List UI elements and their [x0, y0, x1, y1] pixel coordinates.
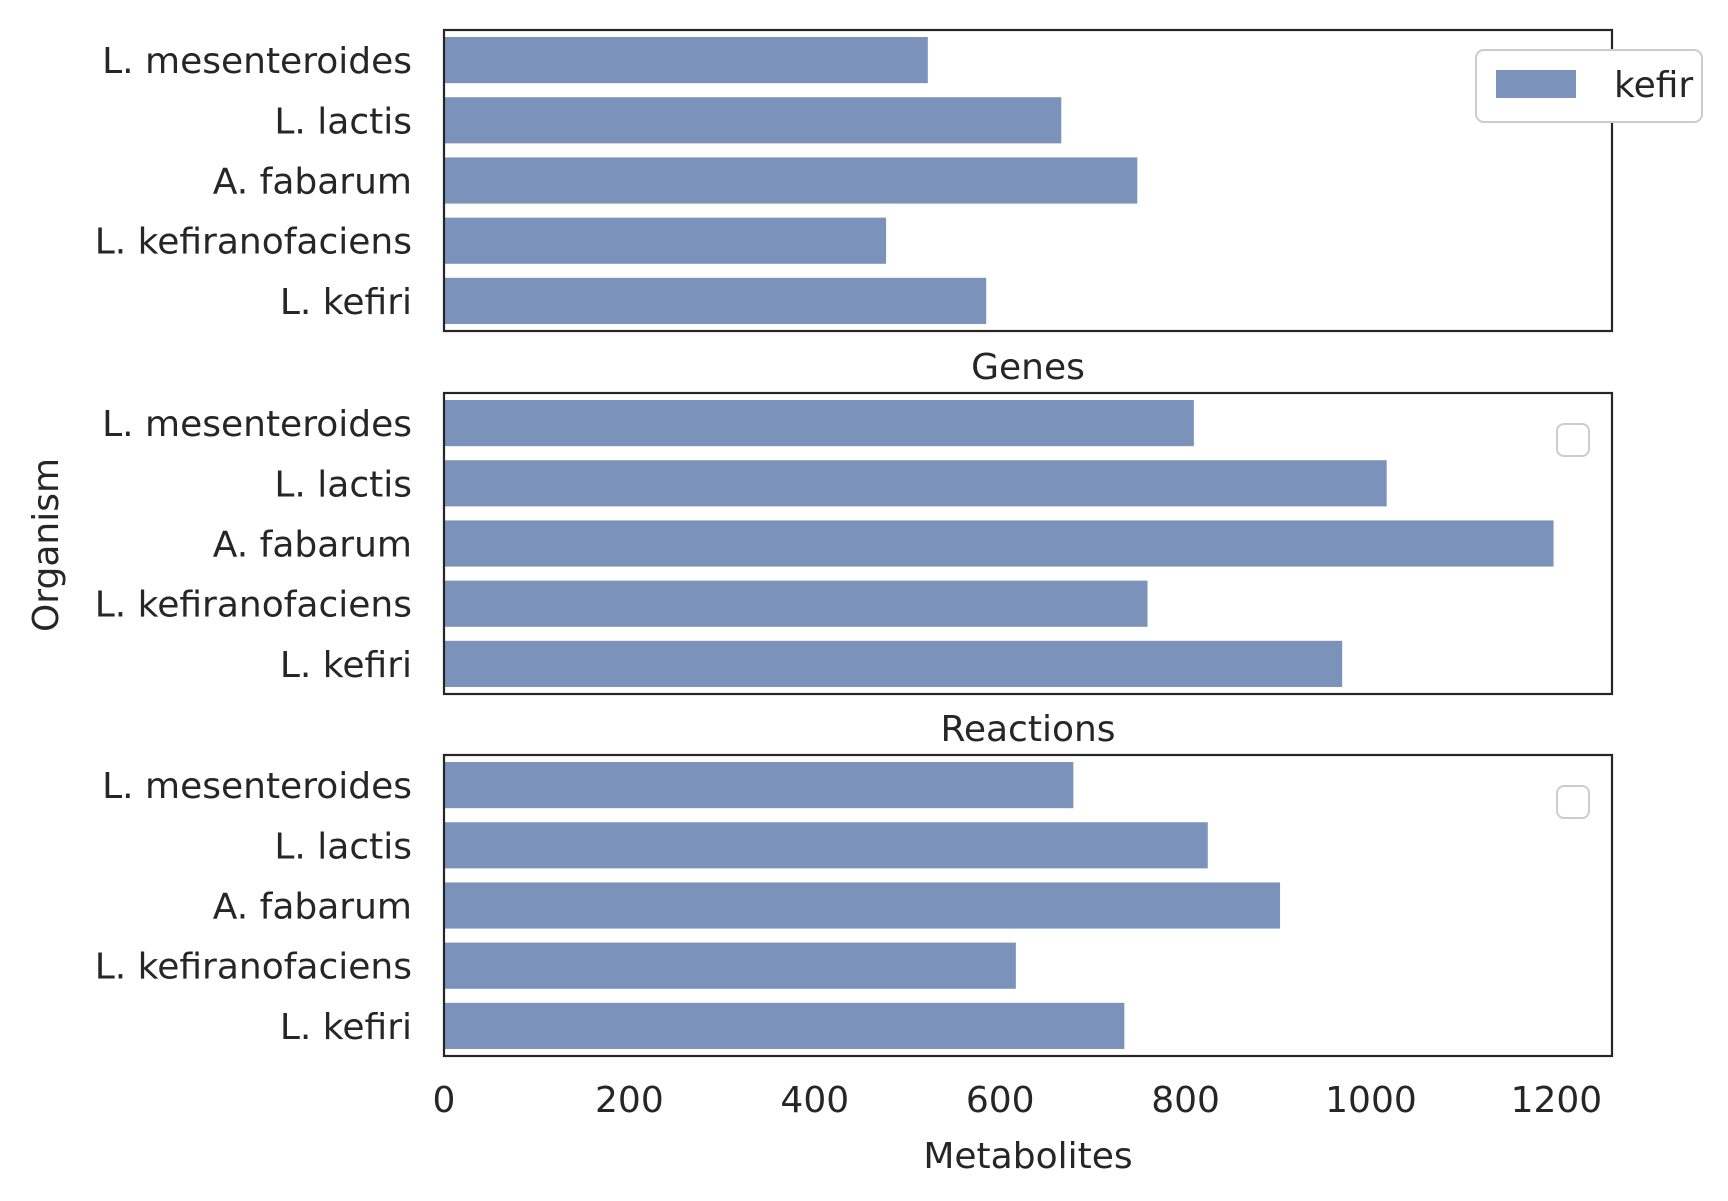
- legend-swatch: [1496, 70, 1576, 98]
- x-tick-label: 600: [966, 1080, 1035, 1121]
- bar-1: [443, 760, 1076, 811]
- y-tick-label: L. kefiranofaciens: [95, 947, 412, 988]
- x-tick-label: 800: [1151, 1080, 1220, 1121]
- panel-frame: [442, 28, 1614, 333]
- bar-5: [443, 638, 1345, 689]
- x-tick-label: 0: [433, 1080, 456, 1121]
- legend-box-empty: [1556, 423, 1590, 457]
- bar-3: [443, 518, 1556, 569]
- bar-2: [443, 458, 1389, 509]
- bar-1: [443, 398, 1196, 449]
- y-tick-label: L. kefiri: [280, 1007, 412, 1048]
- y-tick-label: A. fabarum: [213, 525, 412, 566]
- panels-group: L. mesenteroides L. lactis A. fabarum L. ke…: [95, 28, 1703, 1121]
- legend-label: kefir: [1614, 65, 1693, 106]
- panel-title: Genes: [971, 347, 1085, 388]
- y-tick-label: A. fabarum: [213, 162, 412, 203]
- y-tick-label: L. lactis: [274, 826, 412, 867]
- y-tick-label: L. kefiranofaciens: [95, 222, 412, 263]
- x-tick-label: 1000: [1325, 1080, 1417, 1121]
- y-axis-label: Organism: [26, 458, 67, 632]
- panel-1: L. mesenteroides L. lactis A. fabarum L. ke…: [95, 28, 1703, 333]
- y-tick-label: L. mesenteroides: [102, 404, 412, 445]
- panel-2: Genes L. mesenteroides L. lactis A. fabarum…: [95, 347, 1614, 696]
- x-tick-label: 400: [780, 1080, 849, 1121]
- bar-1: [443, 35, 930, 86]
- bar-3: [443, 155, 1140, 206]
- y-tick-label: L. lactis: [274, 101, 412, 142]
- panel-frame: [442, 391, 1614, 696]
- panel-3: Reactions L. mesenteroides L. lactis A. fab…: [95, 709, 1614, 1058]
- x-tick-label: 1200: [1511, 1080, 1603, 1121]
- x-tick-label: 200: [595, 1080, 664, 1121]
- bar-3: [443, 880, 1283, 931]
- y-tick-label: L. mesenteroides: [102, 766, 412, 807]
- y-tick-label: A. fabarum: [213, 887, 412, 928]
- legend-box-empty: [1556, 785, 1590, 819]
- y-tick-label: L. kefiranofaciens: [95, 585, 412, 626]
- bar-2: [443, 95, 1064, 146]
- y-tick-label: L. kefiri: [280, 645, 412, 686]
- panel-title: Reactions: [940, 709, 1115, 750]
- legend-box: [1475, 49, 1703, 123]
- bar-2: [443, 820, 1210, 871]
- y-tick-label: L. kefiri: [280, 282, 412, 323]
- bar-4: [443, 215, 889, 266]
- y-tick-label: L. lactis: [274, 464, 412, 505]
- bar-5: [443, 1000, 1127, 1051]
- y-tick-label: L. mesenteroides: [102, 41, 412, 82]
- bar-4: [443, 940, 1018, 991]
- bar-4: [443, 578, 1150, 629]
- x-axis: 0 200 400 600 800 1000 1200: [433, 1080, 1603, 1121]
- bar-5: [443, 275, 989, 326]
- x-axis-label: Metabolites: [923, 1136, 1132, 1177]
- panel-frame: [442, 753, 1614, 1058]
